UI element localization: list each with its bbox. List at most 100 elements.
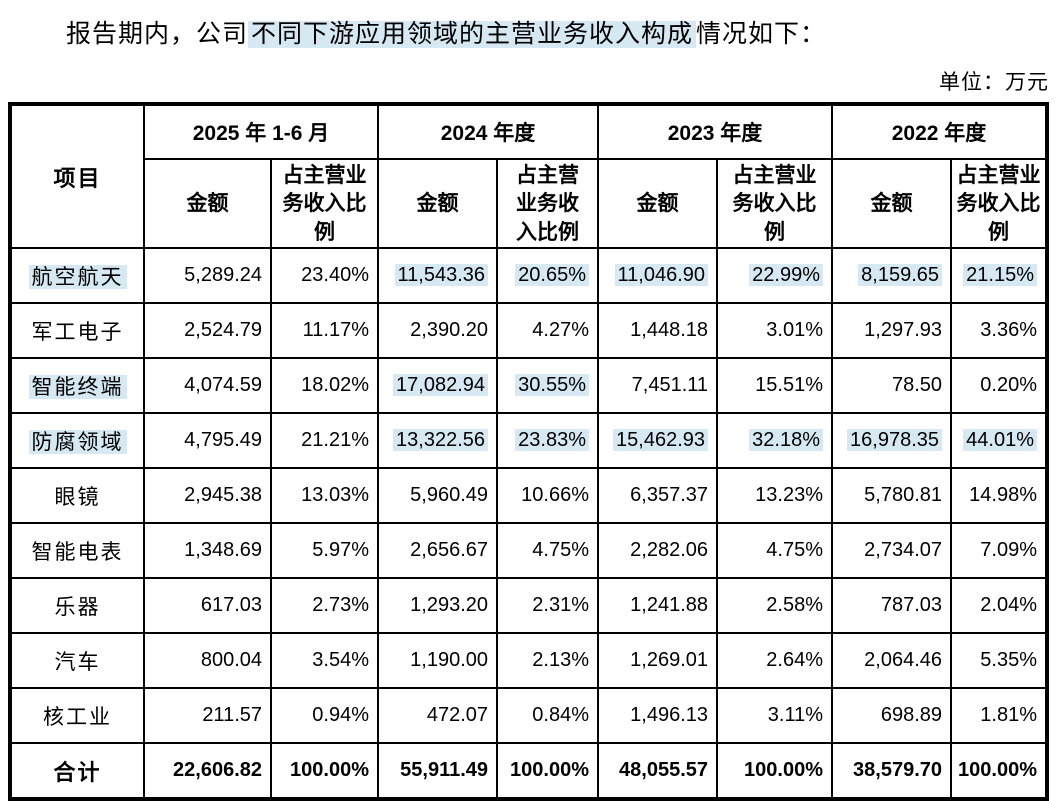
amount-cell: 2,945.38 [143, 467, 272, 525]
amount-cell: 2,390.20 [377, 302, 499, 360]
percent-cell: 7.09% [950, 522, 1049, 580]
row-nuclear: 核工业 211.57 0.94% 472.07 0.84% 1,496.13 3… [9, 687, 1049, 745]
col-group-2024: 2024 年度 [377, 103, 600, 160]
amount-cell: 2,282.06 [597, 522, 719, 580]
col-group-2025: 2025 年 1-6 月 [142, 103, 380, 160]
percent-cell: 3.11% [716, 687, 834, 745]
row-label: 乐器 [9, 577, 145, 635]
row-instruments: 乐器 617.03 2.73% 1,293.20 2.31% 1,241.88 … [9, 577, 1049, 635]
amount-cell: 38,579.70 [831, 742, 953, 801]
header-amount-2023: 金额 [597, 157, 719, 250]
amount-cell: 2,064.46 [831, 632, 953, 690]
percent-cell: 1.81% [950, 687, 1049, 745]
row-smart-terminal: 智能终端 4,074.59 18.02% 17,082.94 30.55% 7,… [9, 357, 1049, 415]
report-title: 报告期内，公司 不同下游应用领域的主营业务收入构成 情况如下： [66, 14, 1061, 50]
amount-cell: 7,451.11 [597, 357, 719, 415]
percent-cell: 0.94% [269, 687, 380, 745]
amount-cell: 22,606.82 [143, 742, 272, 801]
percent-cell: 3.54% [269, 632, 380, 690]
percent-cell: 3.01% [716, 302, 834, 360]
amount-cell: 4,074.59 [143, 357, 272, 415]
amount-cell: 55,911.49 [377, 742, 499, 801]
header-pct-2023: 占主营业 务收入比 例 [716, 157, 834, 250]
percent-cell: 10.66% [496, 467, 600, 525]
percent-cell: 2.31% [496, 577, 600, 635]
amount-cell: 5,960.49 [377, 467, 499, 525]
amount-cell: 8,159.65 [831, 247, 953, 305]
row-label: 智能终端 [9, 357, 145, 415]
row-smart-meter: 智能电表 1,348.69 5.97% 2,656.67 4.75% 2,282… [9, 522, 1049, 580]
row-label: 航空航天 [9, 247, 145, 305]
amount-cell: 16,978.35 [831, 412, 953, 470]
row-label: 汽车 [9, 632, 145, 690]
amount-cell: 1,297.93 [831, 302, 953, 360]
row-glasses: 眼镜 2,945.38 13.03% 5,960.49 10.66% 6,357… [9, 467, 1049, 525]
col-group-2023: 2023 年度 [597, 103, 834, 160]
percent-cell: 14.98% [950, 467, 1049, 525]
header-pct-2022: 占主营业 务收入比 例 [950, 157, 1049, 250]
amount-cell: 1,190.00 [377, 632, 499, 690]
amount-cell: 6,357.37 [597, 467, 719, 525]
percent-cell: 5.97% [269, 522, 380, 580]
header-group-row: 项目 2025 年 1-6 月 2024 年度 2023 年度 2022 年度 [9, 102, 1049, 250]
percent-cell: 32.18% [716, 412, 834, 470]
row-military-electronics: 军工电子 2,524.79 11.17% 2,390.20 4.27% 1,44… [9, 302, 1049, 360]
amount-cell: 2,656.67 [377, 522, 499, 580]
amount-cell: 211.57 [143, 687, 272, 745]
header-amount-2022: 金额 [831, 157, 953, 250]
percent-cell: 100.00% [496, 742, 600, 801]
percent-cell: 22.99% [716, 247, 834, 305]
percent-cell: 21.21% [269, 412, 380, 470]
percent-cell: 15.51% [716, 357, 834, 415]
amount-cell: 13,322.56 [377, 412, 499, 470]
header-sub-row: 金额 占主营业 务收入比 例 金额 占主营 业务收 入比例 金额 占主营业 务收… [10, 157, 1049, 250]
amount-cell: 2,524.79 [143, 302, 272, 360]
amount-cell: 1,448.18 [597, 302, 719, 360]
percent-cell: 100.00% [950, 742, 1049, 801]
amount-cell: 78.50 [831, 357, 953, 415]
header-item: 项目 [9, 102, 145, 250]
percent-cell: 18.02% [269, 357, 380, 415]
percent-cell: 100.00% [716, 742, 834, 801]
title-suffix: 情况如下： [696, 21, 827, 48]
amount-cell: 1,348.69 [143, 522, 272, 580]
amount-cell: 5,780.81 [831, 467, 953, 525]
percent-cell: 4.75% [496, 522, 600, 580]
row-aerospace: 航空航天 5,289.24 23.40% 11,543.36 20.65% 11… [9, 247, 1049, 305]
amount-cell: 1,269.01 [597, 632, 719, 690]
percent-cell: 20.65% [496, 247, 600, 305]
amount-cell: 48,055.57 [597, 742, 719, 801]
percent-cell: 2.73% [269, 577, 380, 635]
title-highlight: 不同下游应用领域的主营业务收入构成 [248, 21, 697, 48]
header-amount-2024: 金额 [377, 157, 499, 250]
percent-cell: 0.20% [950, 357, 1049, 415]
percent-cell: 13.23% [716, 467, 834, 525]
amount-cell: 17,082.94 [377, 357, 499, 415]
amount-cell: 472.07 [377, 687, 499, 745]
row-label: 核工业 [9, 687, 145, 745]
header-amount-2025: 金额 [143, 157, 272, 250]
percent-cell: 100.00% [269, 742, 380, 801]
col-group-2022: 2022 年度 [831, 103, 1049, 160]
amount-cell: 11,543.36 [377, 247, 499, 305]
amount-cell: 11,046.90 [597, 247, 719, 305]
row-label: 智能电表 [9, 522, 145, 580]
amount-cell: 15,462.93 [597, 412, 719, 470]
percent-cell: 0.84% [496, 687, 600, 745]
row-anticorrosion: 防腐领域 4,795.49 21.21% 13,322.56 23.83% 15… [9, 412, 1049, 470]
percent-cell: 44.01% [950, 412, 1049, 470]
row-label: 合计 [9, 742, 145, 801]
percent-cell: 3.36% [950, 302, 1049, 360]
unit-label: 单位：万元 [939, 70, 1049, 94]
row-automotive: 汽车 800.04 3.54% 1,190.00 2.13% 1,269.01 … [9, 632, 1049, 690]
amount-cell: 1,293.20 [377, 577, 499, 635]
percent-cell: 4.27% [496, 302, 600, 360]
header-pct-2024: 占主营 业务收 入比例 [496, 157, 600, 250]
amount-cell: 4,795.49 [143, 412, 272, 470]
row-label: 眼镜 [9, 467, 145, 525]
percent-cell: 30.55% [496, 357, 600, 415]
amount-cell: 2,734.07 [831, 522, 953, 580]
percent-cell: 11.17% [269, 302, 380, 360]
amount-cell: 1,496.13 [597, 687, 719, 745]
percent-cell: 4.75% [716, 522, 834, 580]
